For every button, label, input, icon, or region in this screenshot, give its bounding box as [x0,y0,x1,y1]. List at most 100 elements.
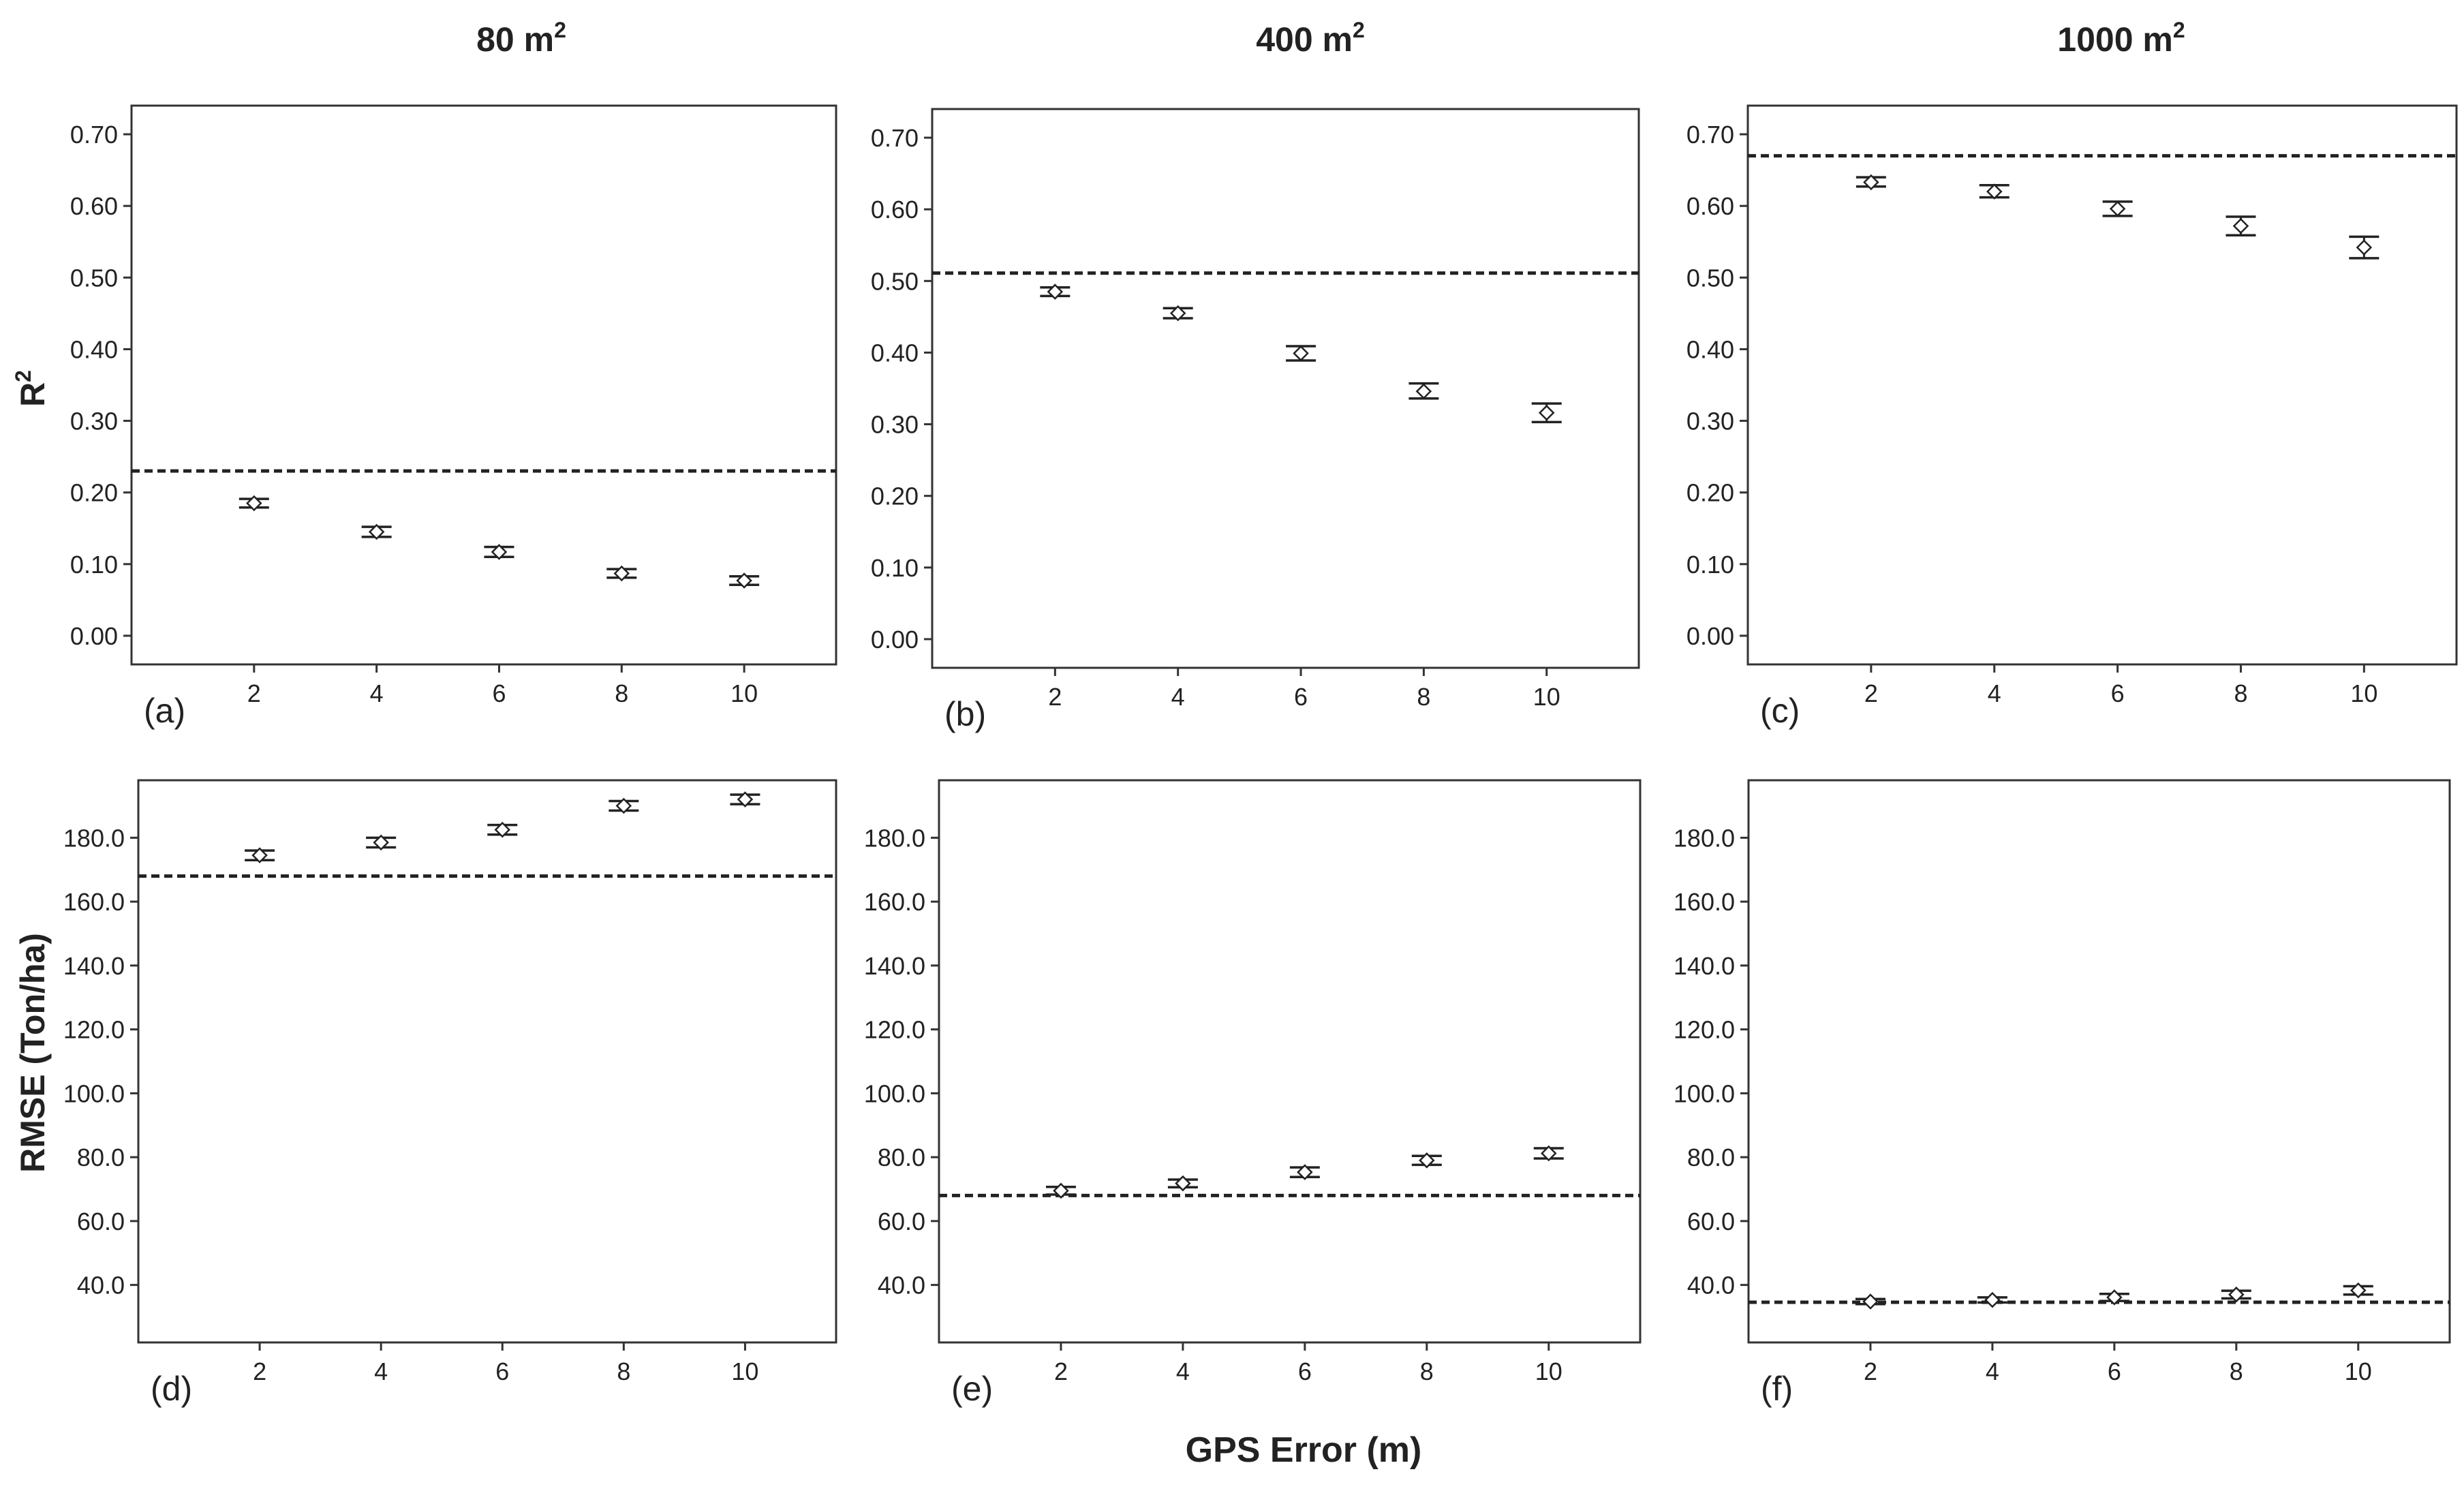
y-tick-label: 180.0 [63,824,125,852]
x-tick-label: 2 [1048,683,1062,711]
panel-label: (c) [1760,692,1800,730]
mean-marker [251,847,268,863]
y-tick-label: 180.0 [1674,824,1735,852]
y-tick-label: 80.0 [77,1143,125,1171]
panel-label: (a) [144,692,185,730]
y-tick-label: 120.0 [1674,1016,1735,1044]
x-tick-label: 4 [374,1357,388,1385]
x-tick-label: 10 [2350,679,2377,707]
x-tick-label: 8 [2234,679,2247,707]
y-tick-label: 0.50 [1687,264,1734,292]
y-tick-label: 60.0 [1687,1208,1735,1235]
mean-marker [736,572,752,589]
panel-d-rmse-80: 40.0 60.0 80.0 100.0 120.0 140.0 160.0 180.0 2 4 6… [63,779,837,1408]
row-label-rmse: RMSE (Ton/ha) [14,933,52,1173]
x-tick-label: 6 [1298,1357,1312,1385]
plot-frame [1747,779,2451,1344]
mean-marker [613,565,630,582]
mean-marker [2109,200,2126,217]
superscript-2: 2 [554,18,566,42]
y-tick-label: 0.30 [871,411,919,439]
superscript-2: 2 [2173,18,2185,42]
mean-marker [2228,1286,2245,1303]
y-tick-label: 0.40 [70,335,118,363]
x-tick-label: 10 [730,679,758,707]
mean-marker [1986,183,2003,200]
y-tick-label: 160.0 [864,888,925,916]
y-tick-label: 100.0 [864,1079,925,1107]
x-tick-label: 10 [1533,683,1560,711]
x-axis-label: GPS Error (m) [1186,1430,1422,1470]
y-tick-label: 120.0 [864,1016,925,1044]
y-tick-label: 0.50 [70,264,118,292]
y-tick-label: 80.0 [878,1143,925,1171]
mean-marker [1863,174,1879,191]
mean-marker [737,791,754,808]
mean-marker [494,821,511,838]
plot-frame [1746,104,2458,666]
y-tick-label: 0.40 [1687,335,1734,363]
mean-marker [2356,239,2373,256]
mean-marker [1419,1152,1435,1169]
mean-marker [1293,345,1309,362]
panel-c-r2-1000: 0.00 0.10 0.20 0.30 0.40 0.50 0.60 0.70 2 4 6 8 10 (c… [1687,104,2458,730]
mean-marker [1984,1291,2001,1308]
x-tick-label: 6 [2108,1357,2121,1385]
panel-label: (d) [151,1370,192,1408]
x-tick-label: 4 [1176,1357,1190,1385]
panel-a-r2-80: 0.00 0.10 0.20 0.30 0.40 0.50 0.60 0.70 2 4 6 8 10 (a… [70,104,837,730]
panel-label: (e) [951,1370,993,1408]
mean-marker [2232,217,2249,234]
y-tick-label: 0.60 [1687,192,1734,220]
mean-marker [1541,1145,1557,1162]
mean-marker [1862,1293,1879,1310]
mean-marker [1538,404,1555,421]
y-tick-label: 140.0 [864,952,925,980]
plot-frame [931,108,1640,669]
x-tick-label: 4 [1988,679,2001,707]
x-tick-label: 10 [731,1357,758,1385]
column-title-80: 80 m2 [476,18,566,59]
y-tick-label: 0.60 [70,192,118,220]
y-tick-label: 0.70 [1687,121,1734,149]
mean-marker [1297,1164,1313,1180]
y-tick-label: 0.00 [70,622,118,650]
y-tick-label: 100.0 [1674,1079,1735,1107]
mean-marker [615,797,632,814]
y-tick-label: 140.0 [1674,952,1735,980]
x-tick-label: 2 [247,679,261,707]
x-tick-label: 4 [370,679,384,707]
superscript-2: 2 [1353,18,1365,42]
mean-marker [368,523,385,540]
mean-marker [491,544,508,560]
panel-f-rmse-1000: 40.0 60.0 80.0 100.0 120.0 140.0 160.0 180.0 2 4 6… [1674,779,2451,1408]
y-tick-label: 60.0 [77,1208,125,1235]
x-tick-label: 8 [617,1357,630,1385]
y-tick-label: 0.30 [1687,408,1734,435]
y-tick-label: 40.0 [878,1272,925,1300]
x-tick-label: 8 [1420,1357,1434,1385]
y-tick-label: 160.0 [1674,888,1735,916]
y-tick-label: 40.0 [1687,1272,1735,1300]
plot-frame [938,779,1642,1344]
y-tick-label: 0.10 [871,554,919,582]
plot-frame [130,104,837,666]
x-tick-label: 8 [2230,1357,2243,1385]
y-tick-label: 180.0 [864,824,925,852]
y-tick-label: 0.60 [871,196,919,224]
y-tick-label: 60.0 [878,1208,925,1235]
y-tick-label: 120.0 [63,1016,125,1044]
y-tick-label: 0.20 [70,479,118,507]
y-tick-label: 0.30 [70,408,118,435]
y-tick-label: 0.70 [871,124,919,152]
x-tick-label: 2 [1864,679,1878,707]
x-tick-label: 2 [1864,1357,1877,1385]
row-label-r2: R2 [11,370,52,407]
column-title-1000: 1000 m2 [2057,18,2185,59]
mean-marker [373,834,389,851]
y-tick-label: 0.10 [70,551,118,579]
y-tick-label: 80.0 [1687,1143,1735,1171]
x-tick-label: 8 [615,679,628,707]
panel-e-rmse-400: 40.0 60.0 80.0 100.0 120.0 140.0 160.0 180.0 2 4 6… [864,779,1642,1408]
mean-marker [1415,383,1432,399]
